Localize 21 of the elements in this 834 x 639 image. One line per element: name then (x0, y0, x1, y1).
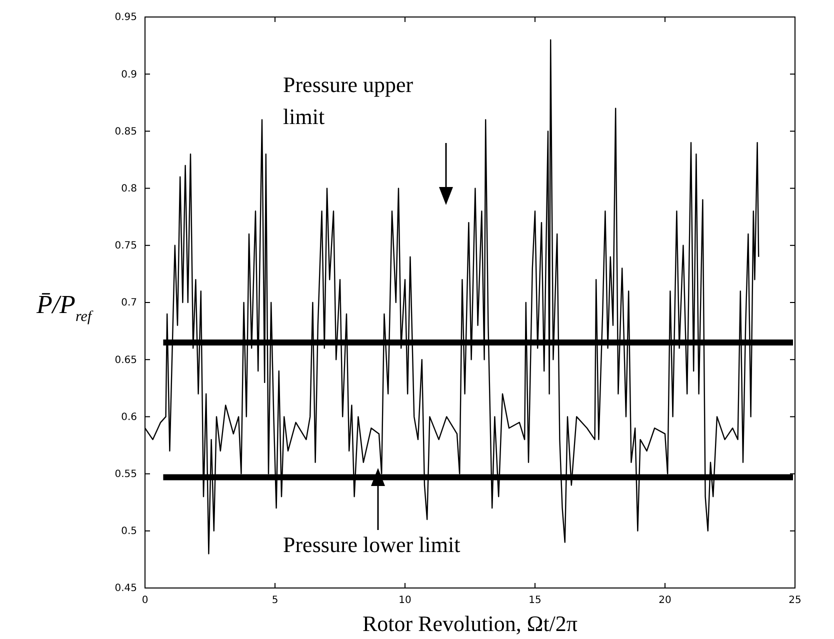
y-tick-label: 0.8 (121, 184, 137, 194)
y-tick-label: 0.65 (114, 354, 137, 366)
y-tick-label: 0.6 (121, 412, 137, 423)
y-tick-label: 0.5 (121, 526, 137, 538)
x-tick-label: 0 (142, 595, 148, 606)
y-tick-label: 0.95 (114, 12, 137, 24)
annotation: Pressure lower limit (283, 532, 460, 557)
y-tick-label: 0.9 (121, 69, 137, 80)
y-tick-label: 0.45 (114, 583, 137, 594)
y-tick-label: 0.55 (114, 469, 137, 480)
x-axis-title: Rotor Revolution, Ωt/2π (362, 611, 578, 636)
x-tick-label: 10 (398, 595, 412, 606)
x-tick-label: 25 (788, 595, 802, 606)
x-tick-label: 15 (528, 595, 542, 606)
y-tick-label: 0.75 (114, 240, 137, 252)
y-tick-label: 0.7 (121, 298, 137, 309)
y-tick-label: 0.85 (114, 126, 137, 138)
y-axis-title: P̄/P$_{ref}$ (35, 290, 94, 325)
x-tick-label: 20 (658, 595, 672, 606)
annotation: Pressure upper limit (283, 72, 414, 129)
x-tick-label: 5 (272, 595, 278, 606)
